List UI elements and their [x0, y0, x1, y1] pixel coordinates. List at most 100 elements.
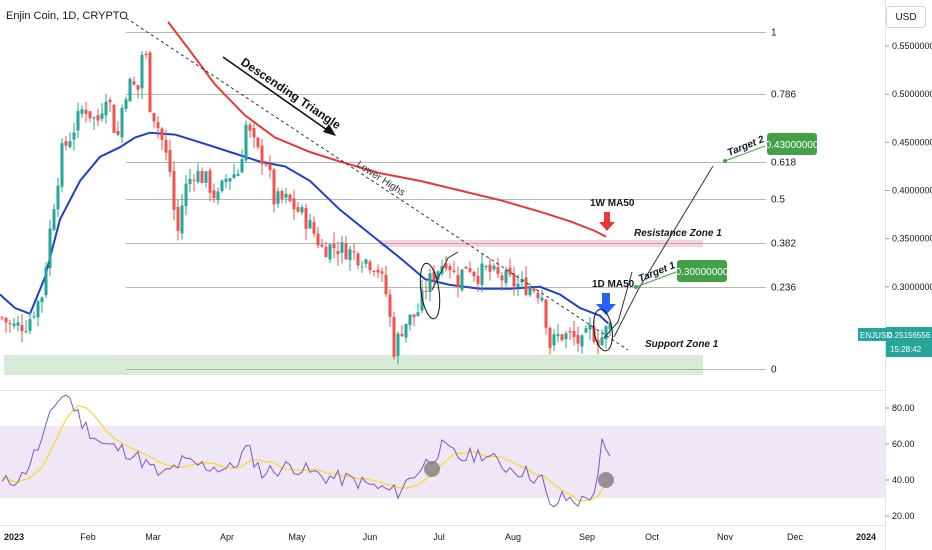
candle-body [488, 264, 492, 272]
candle-body [248, 124, 252, 131]
candle-body [272, 169, 276, 205]
fib-label: 0.618 [771, 158, 796, 169]
candle-body [260, 145, 264, 164]
candle-body [452, 270, 456, 273]
rsi-signal-line [1, 405, 611, 502]
candle-body [556, 334, 560, 337]
candle-body [296, 207, 300, 212]
candle-body [532, 288, 536, 292]
fib-label: 0.786 [771, 90, 796, 101]
candle-body [484, 266, 488, 268]
x-tick-label: Sep [579, 532, 595, 542]
fib-label: 1 [771, 28, 777, 39]
candle-body [320, 244, 324, 247]
candle-body [508, 267, 512, 275]
candle-body [304, 207, 308, 230]
candle-body [60, 143, 64, 187]
candle-body [572, 331, 576, 338]
candle-body [136, 85, 140, 90]
candle-body [472, 271, 476, 277]
target1-price: 0.30000000 [676, 267, 729, 278]
rsi-tick-label: 80.00 [892, 403, 915, 413]
candle-body [536, 292, 540, 299]
target1-label: Target 1 [637, 260, 677, 285]
target1-dot [634, 285, 638, 289]
red-arrow-icon [599, 212, 615, 231]
candle-body [72, 132, 76, 140]
candle-body [164, 139, 168, 153]
candle-body [348, 249, 352, 260]
candle-body [276, 191, 280, 204]
candle-body [112, 104, 116, 133]
candle-body [24, 331, 28, 333]
x-tick-label: Apr [220, 532, 234, 542]
y-tick-label: 0.30000000 [892, 282, 932, 292]
candle-body [456, 275, 460, 288]
candle-body [424, 291, 428, 293]
last-price-label: 0.25156556 [888, 331, 931, 340]
candle-body [40, 297, 44, 303]
candle-body [584, 328, 588, 333]
target1-connector [635, 271, 677, 288]
currency-button[interactable]: USD [886, 6, 926, 28]
candle-body [376, 269, 380, 273]
candle-body [200, 170, 204, 183]
candle-body [336, 251, 340, 255]
candle-body [192, 179, 196, 181]
candle-body [344, 243, 348, 260]
candle-body [48, 228, 52, 269]
x-tick-label: 2023 [4, 532, 24, 542]
candle-body [68, 141, 72, 147]
x-tick-label: Feb [80, 532, 96, 542]
target2-dot [723, 159, 727, 163]
x-tick-label: Aug [505, 532, 521, 542]
candle-body [12, 323, 16, 327]
y-tick-label: 0.40000000 [892, 186, 932, 196]
descending-arrow-head [323, 124, 336, 136]
x-tick-label: May [288, 532, 306, 542]
candle-body [588, 324, 592, 330]
candle-body [172, 170, 176, 210]
candles [0, 51, 612, 365]
lower-highs-label: Lower Highs [354, 159, 407, 199]
candle-body [444, 263, 448, 269]
candle-body [396, 333, 400, 356]
candle-body [548, 327, 552, 348]
candle-body [96, 115, 100, 121]
candle-body [492, 265, 496, 270]
candle-body [208, 170, 212, 193]
candle-body [420, 290, 424, 311]
candle-body [132, 81, 136, 85]
pattern-ellipse [419, 262, 441, 320]
descending-arrow-line [222, 56, 331, 133]
candle-body [384, 274, 388, 295]
candle-body [184, 183, 188, 207]
candle-body [388, 294, 392, 317]
candle-body [564, 333, 568, 340]
candle-body [152, 113, 156, 122]
x-tick-label: Oct [645, 532, 660, 542]
candle-body [292, 198, 296, 210]
candle-body [436, 271, 440, 280]
rsi-band [0, 426, 885, 498]
candle-body [32, 316, 36, 318]
candle-body [228, 178, 232, 182]
candle-body [4, 317, 8, 323]
candle-body [220, 180, 224, 191]
rsi-tick-label: 40.00 [892, 475, 915, 485]
rsi-marker [598, 472, 614, 488]
candle-body [216, 191, 220, 200]
candle-body [604, 326, 608, 340]
candle-body [168, 149, 172, 173]
candle-body [280, 190, 284, 200]
candle-body [480, 263, 484, 285]
candle-body [356, 253, 360, 266]
candle-body [0, 317, 4, 319]
candle-body [20, 325, 24, 331]
candle-body [340, 242, 344, 253]
candle-body [144, 54, 148, 56]
target2-price: 0.43000000 [766, 140, 819, 151]
blue-arrow-icon [596, 293, 616, 315]
candle-body [256, 137, 260, 148]
